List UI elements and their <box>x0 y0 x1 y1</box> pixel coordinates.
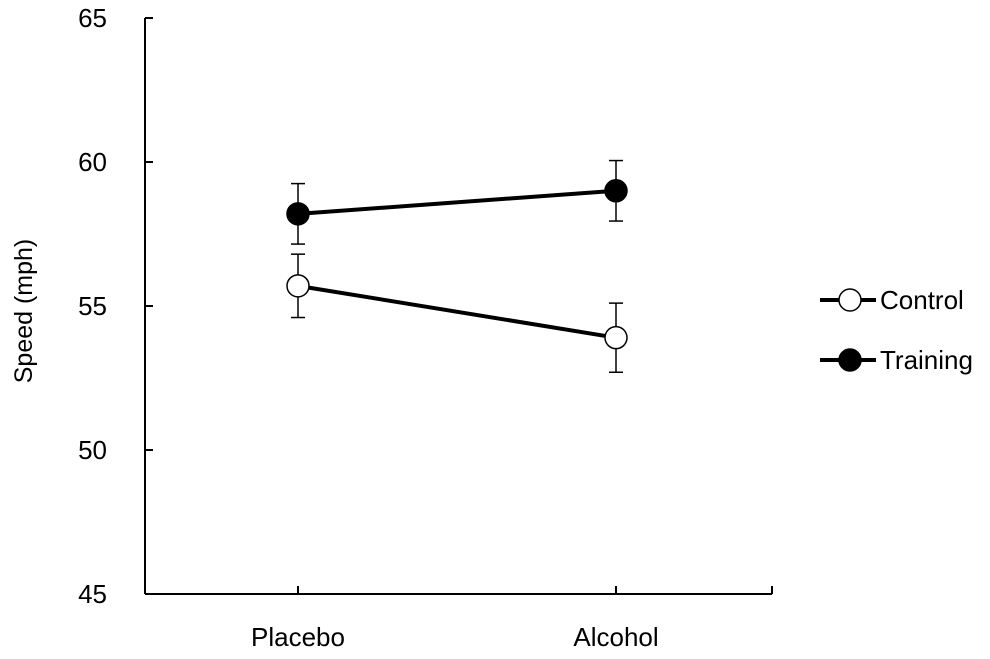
legend: Control Training <box>820 285 973 375</box>
axes: 45 50 55 60 65 Placebo Alcohol Speed (mph) <box>10 3 773 652</box>
y-tick-label: 45 <box>78 579 107 609</box>
y-tick-label: 55 <box>78 291 107 321</box>
series <box>286 159 628 373</box>
legend-marker <box>838 288 862 312</box>
y-tick-label: 60 <box>78 147 107 177</box>
y-tick-label: 50 <box>78 435 107 465</box>
data-point <box>604 325 628 350</box>
data-point <box>604 179 628 203</box>
legend-marker <box>838 348 862 372</box>
series-line <box>297 188 617 216</box>
data-point <box>286 202 310 226</box>
legend-item-control: Control <box>820 285 964 315</box>
series-line <box>297 283 617 340</box>
legend-label: Control <box>880 285 964 315</box>
legend-label: Training <box>880 345 973 375</box>
x-tick-label: Placebo <box>251 622 345 652</box>
series-training <box>286 159 628 245</box>
y-axis-title: Speed (mph) <box>10 239 38 384</box>
data-point <box>286 274 310 298</box>
y-tick-label: 65 <box>78 3 107 33</box>
legend-item-training: Training <box>820 345 973 375</box>
series-control <box>286 253 628 373</box>
x-tick-label: Alcohol <box>573 622 658 652</box>
